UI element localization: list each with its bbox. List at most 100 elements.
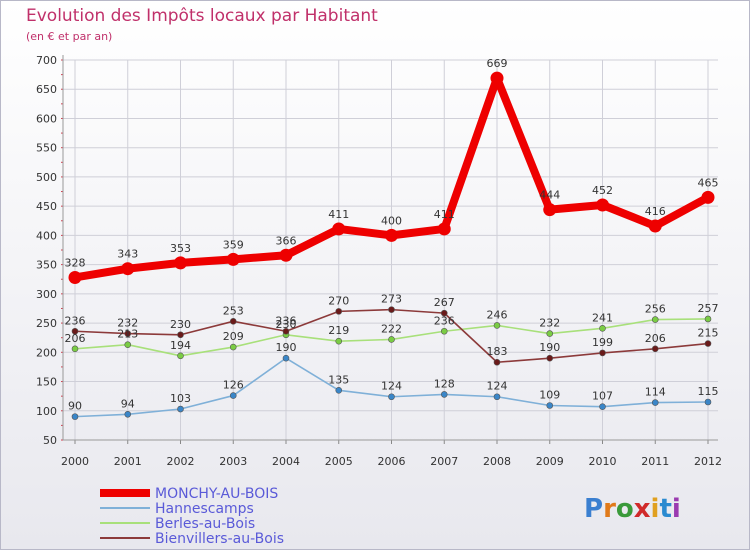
data-label-monchy-au-bois: 452 bbox=[592, 184, 613, 197]
data-label-bienvillers-au-bois: 190 bbox=[539, 341, 560, 354]
data-point-hannescamps bbox=[335, 387, 343, 394]
series-monchy-au-bois bbox=[68, 71, 715, 284]
data-label-berles-au-bois: 257 bbox=[698, 302, 719, 315]
data-point-bienvillers-au-bois bbox=[177, 331, 184, 339]
logo-letter: P bbox=[584, 494, 603, 524]
data-point-monchy-au-bois bbox=[174, 256, 187, 270]
y-tick-label: 200 bbox=[36, 346, 57, 359]
proxiti-logo-text: Proxiti bbox=[584, 494, 681, 524]
chart-subtitle: (en € et par an) bbox=[26, 30, 112, 43]
series bbox=[68, 71, 715, 420]
data-label-bienvillers-au-bois: 270 bbox=[328, 294, 349, 307]
data-point-hannescamps bbox=[229, 392, 237, 399]
y-tick-label: 150 bbox=[36, 376, 57, 389]
data-label-bienvillers-au-bois: 230 bbox=[170, 318, 191, 331]
data-label-hannescamps: 190 bbox=[276, 341, 297, 354]
data-point-berles-au-bois bbox=[651, 316, 659, 323]
x-tick-label: 2011 bbox=[641, 455, 669, 468]
legend-label: Hannescamps bbox=[155, 501, 254, 517]
data-label-berles-au-bois: 206 bbox=[65, 332, 86, 345]
data-point-monchy-au-bois bbox=[596, 198, 609, 212]
data-point-monchy-au-bois bbox=[121, 262, 135, 276]
data-label-monchy-au-bois: 400 bbox=[381, 214, 402, 227]
data-point-monchy-au-bois bbox=[385, 228, 398, 242]
data-label-bienvillers-au-bois: 232 bbox=[117, 317, 138, 330]
data-point-berles-au-bois bbox=[229, 343, 237, 351]
data-point-hannescamps bbox=[388, 393, 395, 401]
y-tick-label: 700 bbox=[36, 54, 57, 67]
legend: MONCHY-AU-BOISHannescampsBerles-au-BoisB… bbox=[100, 486, 284, 547]
data-point-berles-au-bois bbox=[71, 345, 79, 353]
data-point-monchy-au-bois bbox=[490, 71, 504, 85]
y-tick-label: 50 bbox=[43, 434, 57, 447]
data-label-monchy-au-bois: 343 bbox=[117, 248, 138, 261]
y-tick-label: 600 bbox=[36, 112, 57, 125]
data-label-berles-au-bois: 194 bbox=[170, 339, 191, 352]
data-point-bienvillers-au-bois bbox=[71, 327, 79, 335]
x-tick-label: 2004 bbox=[272, 455, 300, 468]
data-point-berles-au-bois bbox=[177, 352, 184, 360]
y-tick-label: 500 bbox=[36, 171, 57, 184]
data-point-bienvillers-au-bois bbox=[124, 330, 132, 337]
data-labels: 90 94 103 126 190 135 124 128 124 109 107 114 115 206… bbox=[65, 57, 719, 412]
x-tick-label: 2000 bbox=[61, 455, 89, 468]
data-label-monchy-au-bois: 328 bbox=[65, 256, 86, 269]
data-label-hannescamps: 103 bbox=[170, 392, 191, 405]
x-tick-label: 2005 bbox=[325, 455, 353, 468]
data-point-monchy-au-bois bbox=[543, 203, 557, 217]
data-label-berles-au-bois: 219 bbox=[328, 324, 349, 337]
data-point-hannescamps bbox=[71, 413, 79, 420]
series-bienvillers-au-bois bbox=[71, 306, 712, 366]
data-point-hannescamps bbox=[282, 354, 290, 362]
data-label-hannescamps: 135 bbox=[328, 373, 349, 386]
data-point-monchy-au-bois bbox=[68, 270, 82, 284]
x-tick-label: 2002 bbox=[167, 455, 195, 468]
series-berles-au-bois bbox=[71, 315, 712, 360]
x-tick-label: 2006 bbox=[378, 455, 406, 468]
data-label-bienvillers-au-bois: 273 bbox=[381, 293, 402, 306]
y-tick-label: 100 bbox=[36, 405, 57, 418]
data-point-monchy-au-bois bbox=[701, 190, 715, 204]
data-point-bienvillers-au-bois bbox=[229, 318, 237, 325]
data-label-hannescamps: 94 bbox=[121, 397, 135, 410]
data-point-berles-au-bois bbox=[388, 336, 395, 343]
data-label-monchy-au-bois: 411 bbox=[434, 208, 455, 221]
data-label-monchy-au-bois: 411 bbox=[328, 208, 349, 221]
y-tick-label: 400 bbox=[36, 229, 57, 242]
data-label-monchy-au-bois: 444 bbox=[539, 189, 560, 202]
data-label-bienvillers-au-bois: 253 bbox=[223, 304, 244, 317]
logo-letter: x bbox=[634, 494, 651, 524]
x-tick-label: 2003 bbox=[219, 455, 247, 468]
data-label-hannescamps: 114 bbox=[645, 386, 666, 399]
data-point-berles-au-bois bbox=[599, 325, 606, 332]
data-point-bienvillers-au-bois bbox=[388, 306, 395, 313]
data-point-monchy-au-bois bbox=[226, 252, 240, 266]
logo-letter: o bbox=[616, 494, 634, 524]
data-point-bienvillers-au-bois bbox=[493, 358, 501, 366]
axes: 50 100 150 200 250 300 350 400 450 500 550 600 650 70… bbox=[36, 54, 722, 468]
legend-label: Bienvillers-au-Bois bbox=[155, 531, 284, 547]
x-tick-label: 2008 bbox=[483, 455, 511, 468]
y-tick-label: 300 bbox=[36, 288, 57, 301]
data-label-monchy-au-bois: 353 bbox=[170, 242, 191, 255]
logo-letter: r bbox=[603, 494, 616, 524]
data-label-monchy-au-bois: 669 bbox=[487, 57, 508, 70]
data-point-berles-au-bois bbox=[440, 327, 448, 335]
x-tick-label: 2007 bbox=[430, 455, 458, 468]
y-tick-label: 450 bbox=[36, 200, 57, 213]
data-point-bienvillers-au-bois bbox=[440, 309, 448, 317]
data-label-hannescamps: 128 bbox=[434, 377, 455, 390]
y-tick-label: 250 bbox=[36, 317, 57, 330]
data-label-berles-au-bois: 230 bbox=[276, 318, 297, 331]
logo-letter: i bbox=[651, 494, 660, 524]
logo-letter: i bbox=[672, 494, 681, 524]
data-label-monchy-au-bois: 416 bbox=[645, 205, 666, 218]
data-point-bienvillers-au-bois bbox=[335, 308, 343, 315]
data-label-bienvillers-au-bois: 236 bbox=[65, 314, 86, 327]
data-point-berles-au-bois bbox=[704, 315, 712, 323]
data-point-hannescamps bbox=[599, 403, 606, 410]
data-label-berles-au-bois: 256 bbox=[645, 303, 666, 316]
data-point-berles-au-bois bbox=[124, 341, 132, 349]
data-point-bienvillers-au-bois bbox=[282, 327, 290, 335]
